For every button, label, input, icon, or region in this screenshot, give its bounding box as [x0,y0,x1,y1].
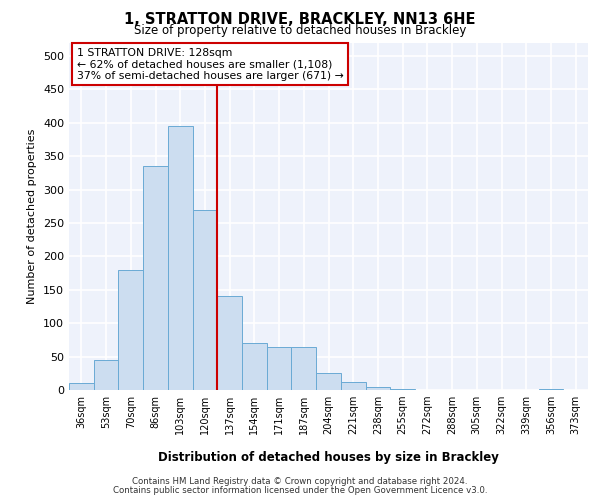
Bar [365,388,390,390]
Bar [242,343,267,390]
Text: Size of property relative to detached houses in Brackley: Size of property relative to detached ho… [134,24,466,37]
Text: Contains HM Land Registry data © Crown copyright and database right 2024.: Contains HM Land Registry data © Crown c… [132,478,468,486]
Bar [118,270,143,390]
Text: Contains public sector information licensed under the Open Government Licence v3: Contains public sector information licen… [113,486,487,495]
Bar [94,360,118,390]
Bar [168,126,193,390]
Text: 1 STRATTON DRIVE: 128sqm
← 62% of detached houses are smaller (1,108)
37% of sem: 1 STRATTON DRIVE: 128sqm ← 62% of detach… [77,48,344,81]
Bar [143,166,168,390]
Y-axis label: Number of detached properties: Number of detached properties [28,128,37,304]
Text: Distribution of detached houses by size in Brackley: Distribution of detached houses by size … [158,451,499,464]
Bar [217,296,242,390]
Bar [316,374,341,390]
Text: 1, STRATTON DRIVE, BRACKLEY, NN13 6HE: 1, STRATTON DRIVE, BRACKLEY, NN13 6HE [124,12,476,26]
Bar [193,210,217,390]
Bar [292,346,316,390]
Bar [341,382,365,390]
Bar [69,384,94,390]
Bar [267,346,292,390]
